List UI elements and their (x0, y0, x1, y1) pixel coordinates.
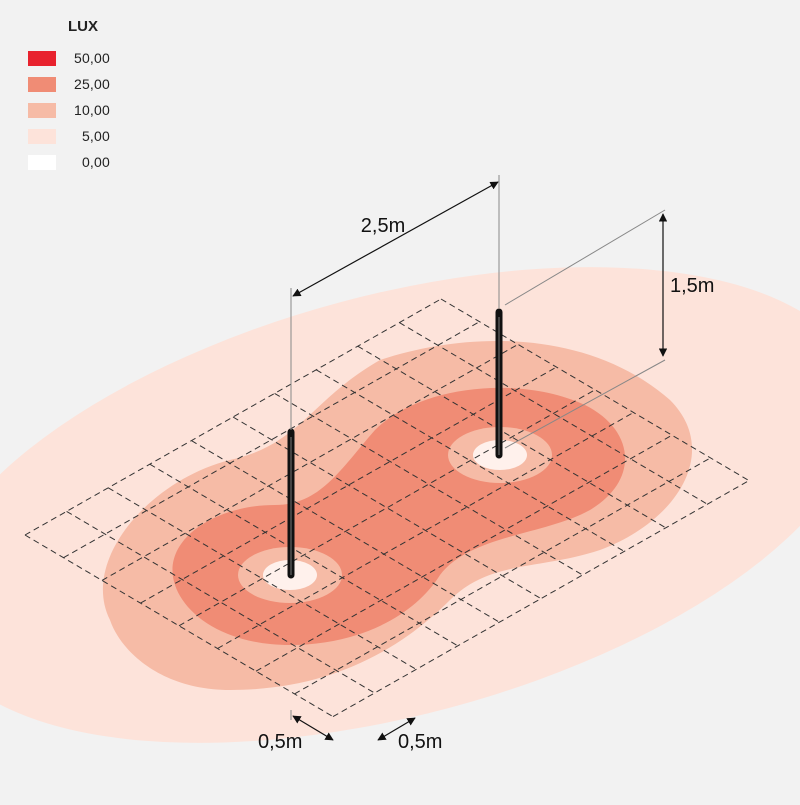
grid-cell-x-dimension-line (292, 715, 334, 741)
legend-swatch (28, 50, 56, 66)
grid-cell-y-label: 0,5m (398, 731, 442, 753)
legend-swatch (28, 76, 56, 92)
legend-items: 50,00 25,00 10,00 5,00 0,00 (28, 45, 110, 175)
legend-swatch (28, 154, 56, 170)
legend-item: 50,00 (28, 45, 110, 71)
legend-item: 5,00 (28, 123, 110, 149)
legend-swatch (28, 102, 56, 118)
legend-item: 10,00 (28, 97, 110, 123)
legend-label: 10,00 (73, 102, 110, 118)
extension-lines (290, 175, 666, 720)
legend-swatch (28, 128, 56, 144)
pole-height-label: 1,5m (670, 275, 714, 297)
legend-title: LUX (68, 18, 98, 35)
pole-spacing-label: 2,5m (361, 215, 405, 237)
lux-legend: LUX 50,00 25,00 10,00 5,00 0,00 (28, 18, 110, 175)
legend-label: 50,00 (73, 50, 110, 66)
legend-item: 25,00 (28, 71, 110, 97)
legend-item: 0,00 (28, 149, 110, 175)
legend-label: 0,00 (81, 154, 110, 170)
legend-label: 5,00 (81, 128, 110, 144)
pole-spacing-dimension-line (292, 181, 499, 297)
grid-cell-x-label: 0,5m (258, 731, 302, 753)
grid-cell-y-dimension-line (377, 717, 416, 741)
legend-label: 25,00 (73, 76, 110, 92)
